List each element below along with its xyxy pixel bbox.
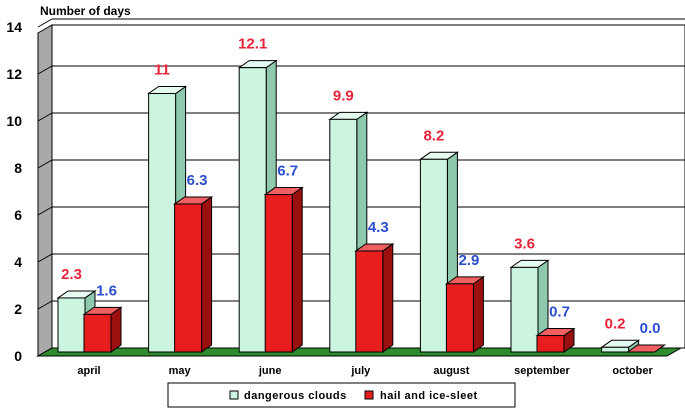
y-tick-label: 2: [14, 301, 22, 317]
data-label: 3.6: [514, 235, 535, 252]
bar: [174, 203, 203, 353]
bar-side: [291, 186, 303, 353]
data-label: 6.7: [277, 163, 298, 180]
y-tick-label: 12: [6, 66, 22, 82]
data-label: 1.6: [96, 282, 117, 299]
bar-side: [382, 242, 394, 353]
gridline-side: [37, 65, 53, 75]
y-tick-label: 8: [14, 160, 22, 176]
gridline-side: [37, 253, 53, 263]
bar: [264, 194, 293, 353]
x-tick-label: october: [612, 365, 653, 377]
data-label: 9.9: [333, 87, 354, 104]
plot-area: 0 2 4 6 8 10 12 14 2.3 1.6 april 11 6.3 may 12.1 6.7 jun…: [6, 18, 685, 377]
bar-side: [110, 306, 122, 353]
legend-swatch-dangerous-clouds: [229, 390, 239, 400]
bar: [601, 346, 630, 353]
x-tick-label: august: [433, 365, 469, 377]
legend-label-hail-and-ice-sleet: hail and ice-sleet: [380, 390, 478, 402]
y-tick-label: 0: [14, 348, 22, 364]
bar-top: [626, 344, 667, 353]
bar: [329, 118, 358, 353]
y-axis-label: Number of days: [40, 4, 131, 18]
data-label: 0.2: [605, 315, 626, 332]
bar: [148, 93, 177, 353]
bar: [536, 335, 565, 353]
gridline-side: [37, 159, 53, 169]
data-label: 0.7: [549, 304, 570, 321]
x-tick-label: may: [169, 365, 192, 377]
y-tick-label: 14: [6, 19, 22, 35]
data-label: 2.3: [61, 266, 82, 283]
legend-box: [167, 382, 516, 408]
y-tick-label: 10: [6, 113, 22, 129]
legend: dangerous clouds hail and ice-sleet: [167, 382, 516, 408]
bar: [238, 67, 267, 353]
legend-swatch-hail-and-ice-sleet: [364, 390, 374, 400]
side-wall: [37, 24, 53, 357]
x-tick-label: june: [258, 365, 282, 377]
bar: [419, 158, 448, 353]
legend-label-dangerous-clouds: dangerous clouds: [244, 390, 347, 402]
bar: [510, 266, 539, 353]
x-tick-label: september: [514, 365, 570, 377]
data-label: 12.1: [238, 36, 267, 53]
gridline-side: [37, 112, 53, 122]
data-label: 0.0: [640, 320, 661, 337]
gridline-side: [37, 206, 53, 216]
x-tick-label: april: [77, 365, 100, 377]
bar: [57, 297, 86, 353]
bar: [355, 250, 384, 353]
data-label: 11: [154, 62, 170, 79]
bar: [83, 313, 112, 353]
data-label: 4.3: [368, 219, 389, 236]
bar-side: [201, 195, 213, 353]
gridline-side: [37, 18, 53, 28]
x-tick-label: july: [350, 365, 371, 377]
gridline-side: [37, 300, 53, 310]
y-tick-label: 4: [14, 254, 22, 270]
bar: [445, 283, 474, 353]
bar-side: [472, 275, 484, 353]
data-label: 8.2: [423, 127, 444, 144]
data-label: 2.9: [458, 252, 479, 269]
y-tick-label: 6: [14, 207, 22, 223]
data-label: 6.3: [187, 172, 208, 189]
